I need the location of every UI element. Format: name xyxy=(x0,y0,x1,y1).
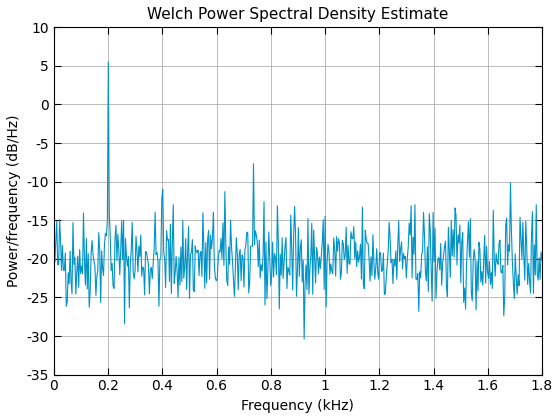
X-axis label: Frequency (kHz): Frequency (kHz) xyxy=(241,399,354,413)
Title: Welch Power Spectral Density Estimate: Welch Power Spectral Density Estimate xyxy=(147,7,449,22)
Y-axis label: Power/frequency (dB/Hz): Power/frequency (dB/Hz) xyxy=(7,115,21,287)
